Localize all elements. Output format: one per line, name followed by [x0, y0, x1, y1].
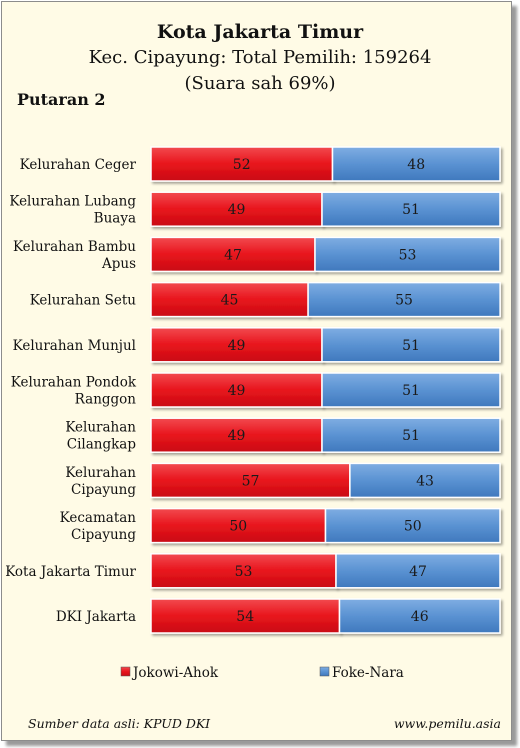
legend-foke-nara-swatch — [319, 666, 330, 677]
chart-subtitle-valid-votes: (Suara sah 69%) — [184, 73, 336, 94]
category-label-line: DKI Jakarta — [56, 609, 136, 625]
bar-foke-nara — [349, 462, 501, 499]
legend-jokowi-ahok-label: Jokowi-Ahok — [131, 665, 219, 681]
bar-jokowi-ahok — [150, 507, 327, 544]
category-label: Kelurahan Setu — [30, 293, 137, 309]
bar-value-label: 54 — [236, 609, 254, 625]
bar-value-label: 49 — [228, 338, 246, 354]
bar-value-label: 49 — [228, 202, 246, 218]
category-label-line: Cilangkap — [67, 437, 136, 453]
bar-jokowi-ahok — [150, 236, 316, 273]
bar-value-label: 51 — [402, 338, 420, 354]
bar-jokowi-ahok — [150, 417, 323, 453]
bar-value-label: 47 — [224, 247, 242, 263]
bar-value-label: 47 — [409, 564, 427, 580]
category-label: Kelurahan Lubang Buaya — [9, 194, 136, 227]
bar-jokowi-ahok — [150, 372, 323, 408]
website-url: www.pemilu.asia — [393, 716, 501, 731]
category-label-line: Kelurahan Lubang — [9, 194, 136, 210]
bar-value-label: 49 — [228, 428, 246, 444]
bar-jokowi-ahok — [150, 146, 334, 182]
bar-jokowi-ahok — [150, 553, 337, 589]
bar-value-label: 52 — [233, 157, 251, 173]
bar-foke-nara — [321, 327, 501, 363]
chart-subtitle-total-voters: Kec. Cipayung: Total Pemilih: 159264 — [88, 47, 432, 68]
category-label-line: Kelurahan — [65, 465, 136, 481]
category-label-line: Kelurahan Setu — [30, 293, 137, 309]
category-label: Kelurahan Ceger — [20, 157, 137, 173]
category-label: DKI Jakarta — [56, 609, 136, 625]
bar-foke-nara — [307, 281, 501, 318]
legend-jokowi-ahok-swatch — [120, 666, 131, 677]
bar-foke-nara — [324, 507, 501, 544]
category-label: Kelurahan Bambu Apus — [13, 239, 136, 272]
category-label-line: Buaya — [94, 211, 136, 227]
legend-foke-nara-label: Foke-Nara — [332, 665, 404, 681]
bar-value-label: 51 — [402, 428, 420, 444]
source-note: Sumber data asli: KPUD DKI — [28, 716, 211, 731]
chart-title: Kota Jakarta Timur — [156, 21, 364, 43]
bar-foke-nara — [335, 553, 501, 589]
category-label: Kota Jakarta Timur — [5, 564, 136, 580]
bar-value-label: 43 — [416, 473, 434, 489]
category-label-line: Kelurahan Munjul — [13, 338, 136, 354]
bar-foke-nara — [321, 372, 501, 408]
category-label-line: Kecamatan — [60, 510, 137, 526]
bar-foke-nara — [321, 417, 501, 453]
bar-value-label: 51 — [402, 202, 420, 218]
bar-jokowi-ahok — [150, 598, 341, 634]
bar-value-label: 50 — [229, 519, 247, 535]
category-label: Kelurahan Munjul — [13, 338, 136, 354]
category-label-line: Kelurahan Pondok — [11, 375, 137, 391]
bar-value-label: 45 — [221, 293, 239, 309]
bar-jokowi-ahok — [150, 327, 323, 363]
category-label: Kelurahan Pondok Ranggon — [11, 375, 137, 408]
category-label: Kecamatan Cipayung — [60, 510, 137, 543]
category-label-line: Kelurahan — [65, 420, 136, 436]
category-label: Kelurahan Cilangkap — [65, 420, 136, 453]
category-label: Kelurahan Cipayung — [65, 465, 136, 498]
bar-value-label: 53 — [235, 564, 253, 580]
category-label-line: Cipayung — [71, 482, 136, 498]
bar-foke-nara — [314, 236, 501, 273]
category-label-line: Cipayung — [71, 527, 136, 543]
category-label-line: Kelurahan Ceger — [20, 157, 137, 173]
category-label-line: Apus — [101, 256, 136, 272]
bar-value-label: 57 — [242, 473, 260, 489]
bar-foke-nara — [321, 191, 501, 227]
category-label-line: Ranggon — [75, 392, 137, 408]
bar-foke-nara — [338, 598, 501, 634]
bar-value-label: 51 — [402, 383, 420, 399]
bar-foke-nara — [331, 146, 501, 182]
bar-value-label: 46 — [411, 609, 429, 625]
category-label-line: Kelurahan Bambu — [13, 239, 136, 255]
bar-jokowi-ahok — [150, 281, 309, 318]
bar-value-label: 53 — [399, 247, 417, 263]
category-label-line: Kota Jakarta Timur — [5, 564, 136, 580]
bar-value-label: 48 — [407, 157, 425, 173]
bar-value-label: 49 — [228, 383, 246, 399]
round-label: Putaran 2 — [17, 90, 106, 109]
bar-jokowi-ahok — [150, 462, 351, 499]
bar-value-label: 55 — [395, 293, 413, 309]
bar-value-label: 50 — [404, 519, 422, 535]
